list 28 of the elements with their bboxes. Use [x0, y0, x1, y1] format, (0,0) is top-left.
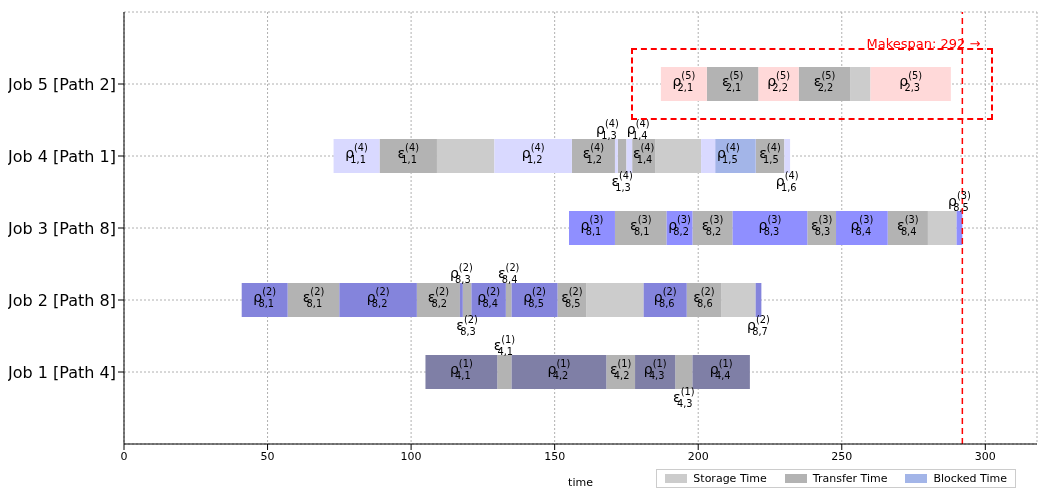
- bar: [721, 283, 756, 317]
- bar: [617, 139, 627, 173]
- y-tick-label: Job 1 [Path 4]: [7, 362, 116, 382]
- x-axis-title: time: [568, 476, 594, 488]
- y-tick-label: Job 5 [Path 2]: [7, 74, 116, 94]
- bar: [706, 67, 759, 101]
- bar: [505, 283, 512, 317]
- bar: [927, 211, 957, 245]
- bar: [655, 139, 702, 173]
- y-tick-label: Job 3 [Path 8]: [7, 218, 116, 238]
- x-tick-label: 250: [831, 449, 853, 463]
- bar: [497, 355, 512, 389]
- bar: [436, 139, 495, 173]
- legend-label: Blocked Time: [933, 472, 1007, 485]
- bar: [586, 283, 644, 317]
- x-tick-label: 200: [687, 449, 709, 463]
- x-tick-label: 0: [120, 449, 128, 463]
- legend-label: Transfer Time: [812, 472, 888, 485]
- bar: [675, 355, 693, 389]
- x-tick-label: 300: [974, 449, 996, 463]
- x-tick-label: 100: [400, 449, 422, 463]
- legend-label: Storage Time: [693, 472, 767, 485]
- x-tick-label: 150: [544, 449, 566, 463]
- bar: [614, 211, 667, 245]
- bar: [850, 67, 871, 101]
- y-tick-label: Job 2 [Path 8]: [7, 290, 116, 310]
- x-tick-label: 50: [260, 449, 275, 463]
- y-tick-label: Job 4 [Path 1]: [7, 146, 116, 166]
